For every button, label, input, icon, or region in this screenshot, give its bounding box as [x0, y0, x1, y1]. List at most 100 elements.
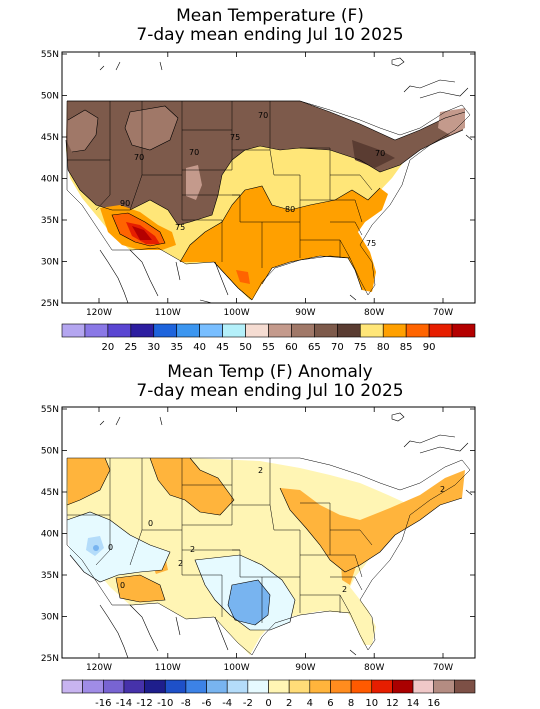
- colorbar-swatch: [247, 679, 269, 694]
- bottom-title-line1: Mean Temp (F) Anomaly: [167, 362, 373, 382]
- lat-tick-label: 30N: [41, 258, 59, 268]
- top-outer-coastlines: [99, 57, 473, 303]
- colorbar-label: 40: [193, 342, 206, 353]
- colorbar-swatch: [199, 323, 223, 338]
- lon-tick-label: 110W: [155, 663, 181, 673]
- lon-tick-label: 120W: [86, 308, 112, 318]
- bottom-colorbar: -16 -14 -12 -10 -8 -6 -4 -2 0 2 4 6 8 10 12 14 16: [61, 679, 476, 709]
- colorbar-label: 4: [307, 698, 313, 709]
- bottom-state-boundaries: [66, 457, 471, 656]
- lat-tick-label: 35N: [41, 216, 59, 226]
- colorbar-swatch: [412, 679, 434, 694]
- lat-tick-label: 55N: [41, 50, 59, 60]
- colorbar-swatch: [330, 679, 352, 694]
- lon-tick-label: 100W: [224, 663, 250, 673]
- colorbar-label: -8: [181, 698, 191, 709]
- colorbar-label: 65: [308, 342, 321, 353]
- anom-band-0-minus2-sw: [67, 512, 170, 582]
- colorbar-swatch: [268, 679, 290, 694]
- anom-band-2-4-arizona: [116, 575, 165, 602]
- colorbar-swatch: [314, 323, 338, 338]
- contour-label: 75: [175, 223, 185, 232]
- colorbar-label: -4: [222, 698, 232, 709]
- contour-label: 2: [440, 485, 445, 494]
- bottom-title-line2: 7-day mean ending Jul 10 2025: [136, 381, 404, 401]
- colorbar-swatch: [392, 679, 414, 694]
- lat-tick-label: 35N: [41, 571, 59, 581]
- colorbar-swatch: [405, 323, 430, 338]
- colorbar-label: 25: [124, 342, 137, 353]
- colorbar-label: 80: [377, 342, 390, 353]
- colorbar-label: 85: [400, 342, 413, 353]
- lat-tick-label: 25N: [41, 654, 59, 664]
- colorbar-swatch: [61, 679, 83, 694]
- lon-tick-label: 110W: [155, 308, 181, 318]
- colorbar-label: 8: [348, 698, 354, 709]
- contour-label: 2: [190, 545, 195, 554]
- colorbar-swatch: [245, 323, 269, 338]
- colorbar-swatch: [123, 679, 145, 694]
- anom-band-2-4-east: [280, 470, 465, 572]
- bottom-contour-labels: 2 0 2 2 0 2 0 2: [108, 466, 445, 594]
- contour-label: 70: [375, 149, 385, 158]
- colorbar-swatch: [371, 679, 393, 694]
- bottom-outer-coastlines: [99, 412, 473, 658]
- contour-label: 70: [134, 153, 144, 162]
- colorbar-label: 60: [285, 342, 298, 353]
- lat-tick-label: 45N: [41, 133, 59, 143]
- lat-tick-label: 30N: [41, 613, 59, 623]
- anom-band-2-4-georgia: [340, 540, 358, 585]
- colorbar-swatch: [291, 323, 315, 338]
- colorbar-swatch: [84, 323, 109, 338]
- lat-tick-label: 55N: [41, 405, 59, 415]
- contour-label: 2: [342, 585, 347, 594]
- top-state-boundaries: [66, 100, 471, 301]
- colorbar-label: 30: [147, 342, 160, 353]
- colorbar-swatch: [103, 679, 125, 694]
- colorbar-swatch: [176, 323, 200, 338]
- top-colorbar: 20 25 30 35 40 45 50 55 60 65 70 75 80 85 90: [61, 323, 476, 353]
- lat-tick-label: 50N: [41, 92, 59, 102]
- lat-tick-label: 40N: [41, 175, 59, 185]
- top-map-frame: [61, 51, 476, 304]
- colorbar-label: 14: [407, 698, 420, 709]
- colorbar-swatch: [428, 323, 453, 338]
- temp-band-65-70-west: [66, 110, 98, 152]
- colorbar-label: 0: [265, 698, 271, 709]
- lat-tick-label: 40N: [41, 530, 59, 540]
- colorbar-label: 12: [386, 698, 399, 709]
- bottom-map-frame: [61, 406, 476, 659]
- anom-band-minus4-minus6: [228, 580, 270, 625]
- contour-label: 75: [366, 239, 376, 248]
- contour-label: 0: [120, 581, 125, 590]
- colorbar-label: 6: [327, 698, 333, 709]
- bottom-anomaly-field: 2 0 2 2 0 2 0 2: [66, 412, 473, 658]
- contour-label: 70: [189, 148, 199, 157]
- colorbar-swatch: [82, 679, 104, 694]
- contour-label: 2: [258, 466, 263, 475]
- colorbar-swatch: [350, 679, 373, 694]
- colorbar-swatch: [433, 679, 455, 694]
- lon-tick-label: 80W: [364, 308, 384, 318]
- top-temperature-field: 70 75 70 70 80 75 90 70 75: [65, 57, 473, 303]
- contour-label: 75: [230, 133, 240, 142]
- colorbar-label: 45: [216, 342, 229, 353]
- lat-tick-label: 45N: [41, 488, 59, 498]
- anom-band-2-4-montana: [150, 458, 234, 515]
- lat-tick-label: 25N: [41, 299, 59, 309]
- colorbar-label: -2: [243, 698, 253, 709]
- colorbar-swatch: [185, 679, 207, 694]
- colorbar-label: -14: [116, 698, 132, 709]
- colorbar-swatch: [107, 323, 132, 338]
- temp-band-60-65-maine: [438, 108, 465, 135]
- top-map-panel: 70 75 70 70 80 75 90 70 75 55N 50N 45N 40N 3…: [41, 50, 476, 318]
- lon-tick-label: 100W: [224, 308, 250, 318]
- colorbar-swatch: [268, 323, 292, 338]
- lon-tick-label: 70W: [433, 308, 453, 318]
- colorbar-swatch: [226, 679, 249, 694]
- colorbar-swatch: [153, 323, 178, 338]
- colorbar-swatch: [288, 679, 311, 694]
- colorbar-label: -16: [95, 698, 111, 709]
- colorbar-label: 75: [354, 342, 367, 353]
